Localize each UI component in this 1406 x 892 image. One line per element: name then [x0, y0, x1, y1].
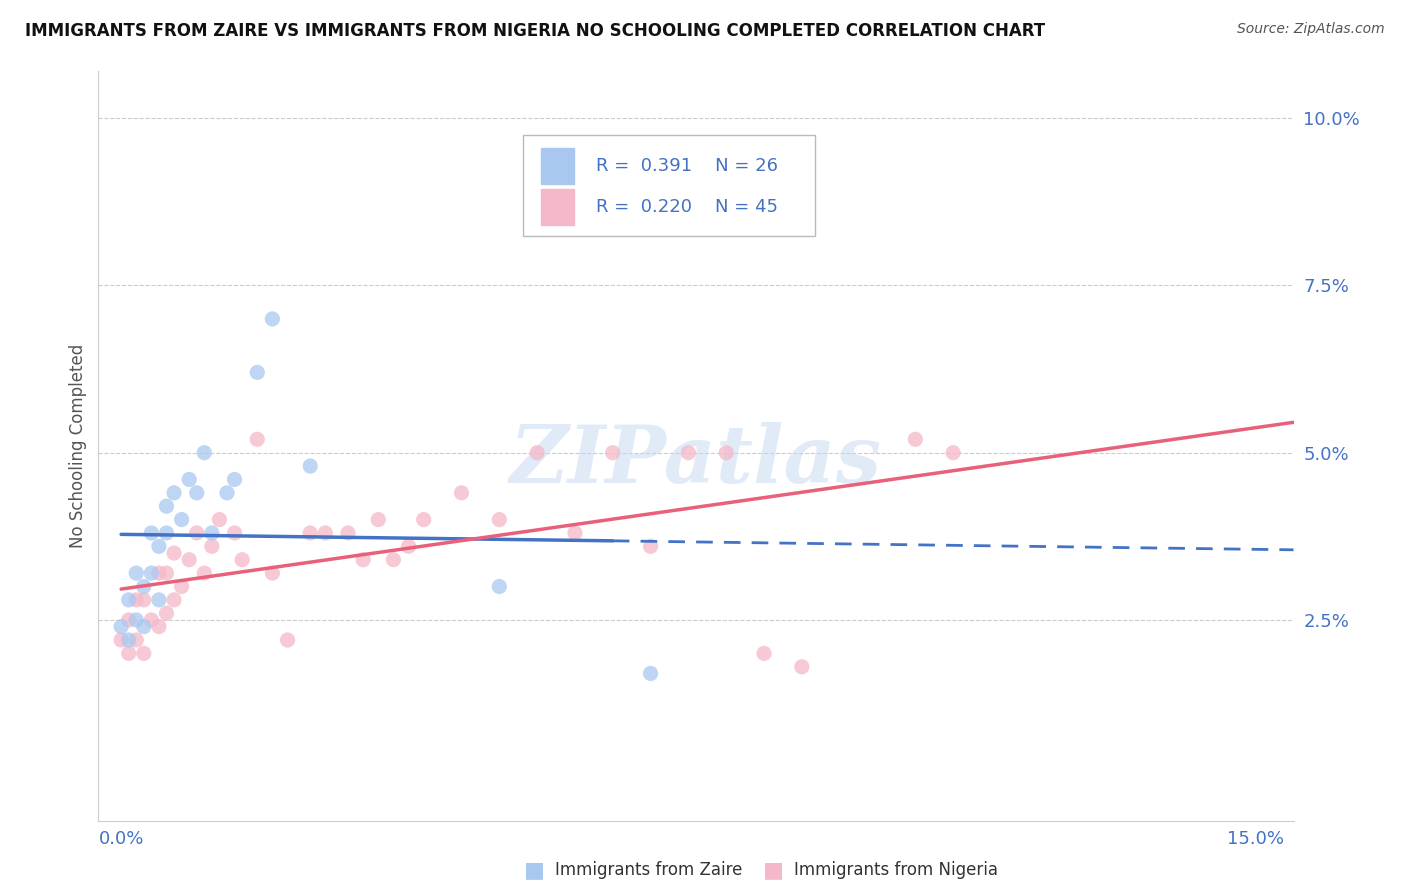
Point [163, 485, 186, 500]
Point [231, 552, 253, 567]
Point [132, 619, 155, 633]
Point [155, 500, 177, 514]
Point [125, 633, 148, 648]
Point [337, 526, 360, 541]
Point [488, 580, 510, 594]
Text: IMMIGRANTS FROM ZAIRE VS IMMIGRANTS FROM NIGERIA NO SCHOOLING COMPLETED CORRELAT: IMMIGRANTS FROM ZAIRE VS IMMIGRANTS FROM… [25, 22, 1046, 40]
Text: R =  0.391    N = 26: R = 0.391 N = 26 [596, 157, 778, 175]
Point [186, 485, 208, 500]
Point [132, 592, 155, 607]
Point [201, 539, 224, 553]
Point [155, 607, 177, 621]
Point [125, 566, 148, 581]
Point [526, 446, 548, 460]
Text: ■: ■ [763, 860, 783, 880]
Point [299, 459, 322, 474]
Point [314, 526, 336, 541]
Point [118, 633, 141, 648]
Point [125, 613, 148, 627]
Point [148, 539, 170, 553]
Point [262, 312, 284, 326]
Point [382, 552, 405, 567]
Text: R =  0.220    N = 45: R = 0.220 N = 45 [596, 198, 778, 216]
Bar [541, 148, 574, 184]
Point [564, 526, 586, 541]
Point [215, 485, 238, 500]
Point [224, 473, 246, 487]
Text: Immigrants from Zaire: Immigrants from Zaire [555, 861, 742, 879]
Point [118, 592, 141, 607]
Point [488, 512, 510, 526]
Point [262, 566, 284, 581]
Point [790, 660, 813, 674]
Point [640, 539, 662, 553]
Point [752, 646, 775, 660]
Point [398, 539, 420, 553]
Point [201, 526, 224, 541]
Text: Source: ZipAtlas.com: Source: ZipAtlas.com [1237, 22, 1385, 37]
FancyBboxPatch shape [523, 135, 815, 236]
Point [208, 512, 231, 526]
Point [352, 552, 374, 567]
Point [148, 592, 170, 607]
Y-axis label: No Schooling Completed: No Schooling Completed [69, 344, 87, 548]
Bar [541, 189, 574, 225]
Point [125, 592, 148, 607]
Point [179, 552, 201, 567]
Point [678, 446, 700, 460]
Point [246, 433, 269, 447]
Point [179, 473, 201, 487]
Text: ZIPatlas: ZIPatlas [510, 422, 882, 500]
Point [193, 446, 215, 460]
Point [450, 485, 472, 500]
Point [110, 633, 132, 648]
Point [141, 613, 163, 627]
Point [163, 546, 186, 560]
Point [412, 512, 434, 526]
Point [155, 566, 177, 581]
Point [118, 613, 141, 627]
Point [155, 526, 177, 541]
Point [170, 580, 193, 594]
Point [716, 446, 738, 460]
Point [118, 646, 141, 660]
Point [193, 566, 215, 581]
Point [246, 366, 269, 380]
Point [276, 633, 298, 648]
Point [367, 512, 389, 526]
Point [148, 619, 170, 633]
Point [132, 646, 155, 660]
Point [148, 566, 170, 581]
Point [224, 526, 246, 541]
Text: ■: ■ [524, 860, 544, 880]
Point [602, 446, 624, 460]
Point [186, 526, 208, 541]
Point [141, 526, 163, 541]
Point [163, 592, 186, 607]
Point [141, 566, 163, 581]
Point [904, 433, 927, 447]
Point [640, 666, 662, 681]
Point [110, 619, 132, 633]
Point [299, 526, 322, 541]
Point [942, 446, 965, 460]
Point [170, 512, 193, 526]
Point [132, 580, 155, 594]
Text: Immigrants from Nigeria: Immigrants from Nigeria [794, 861, 998, 879]
